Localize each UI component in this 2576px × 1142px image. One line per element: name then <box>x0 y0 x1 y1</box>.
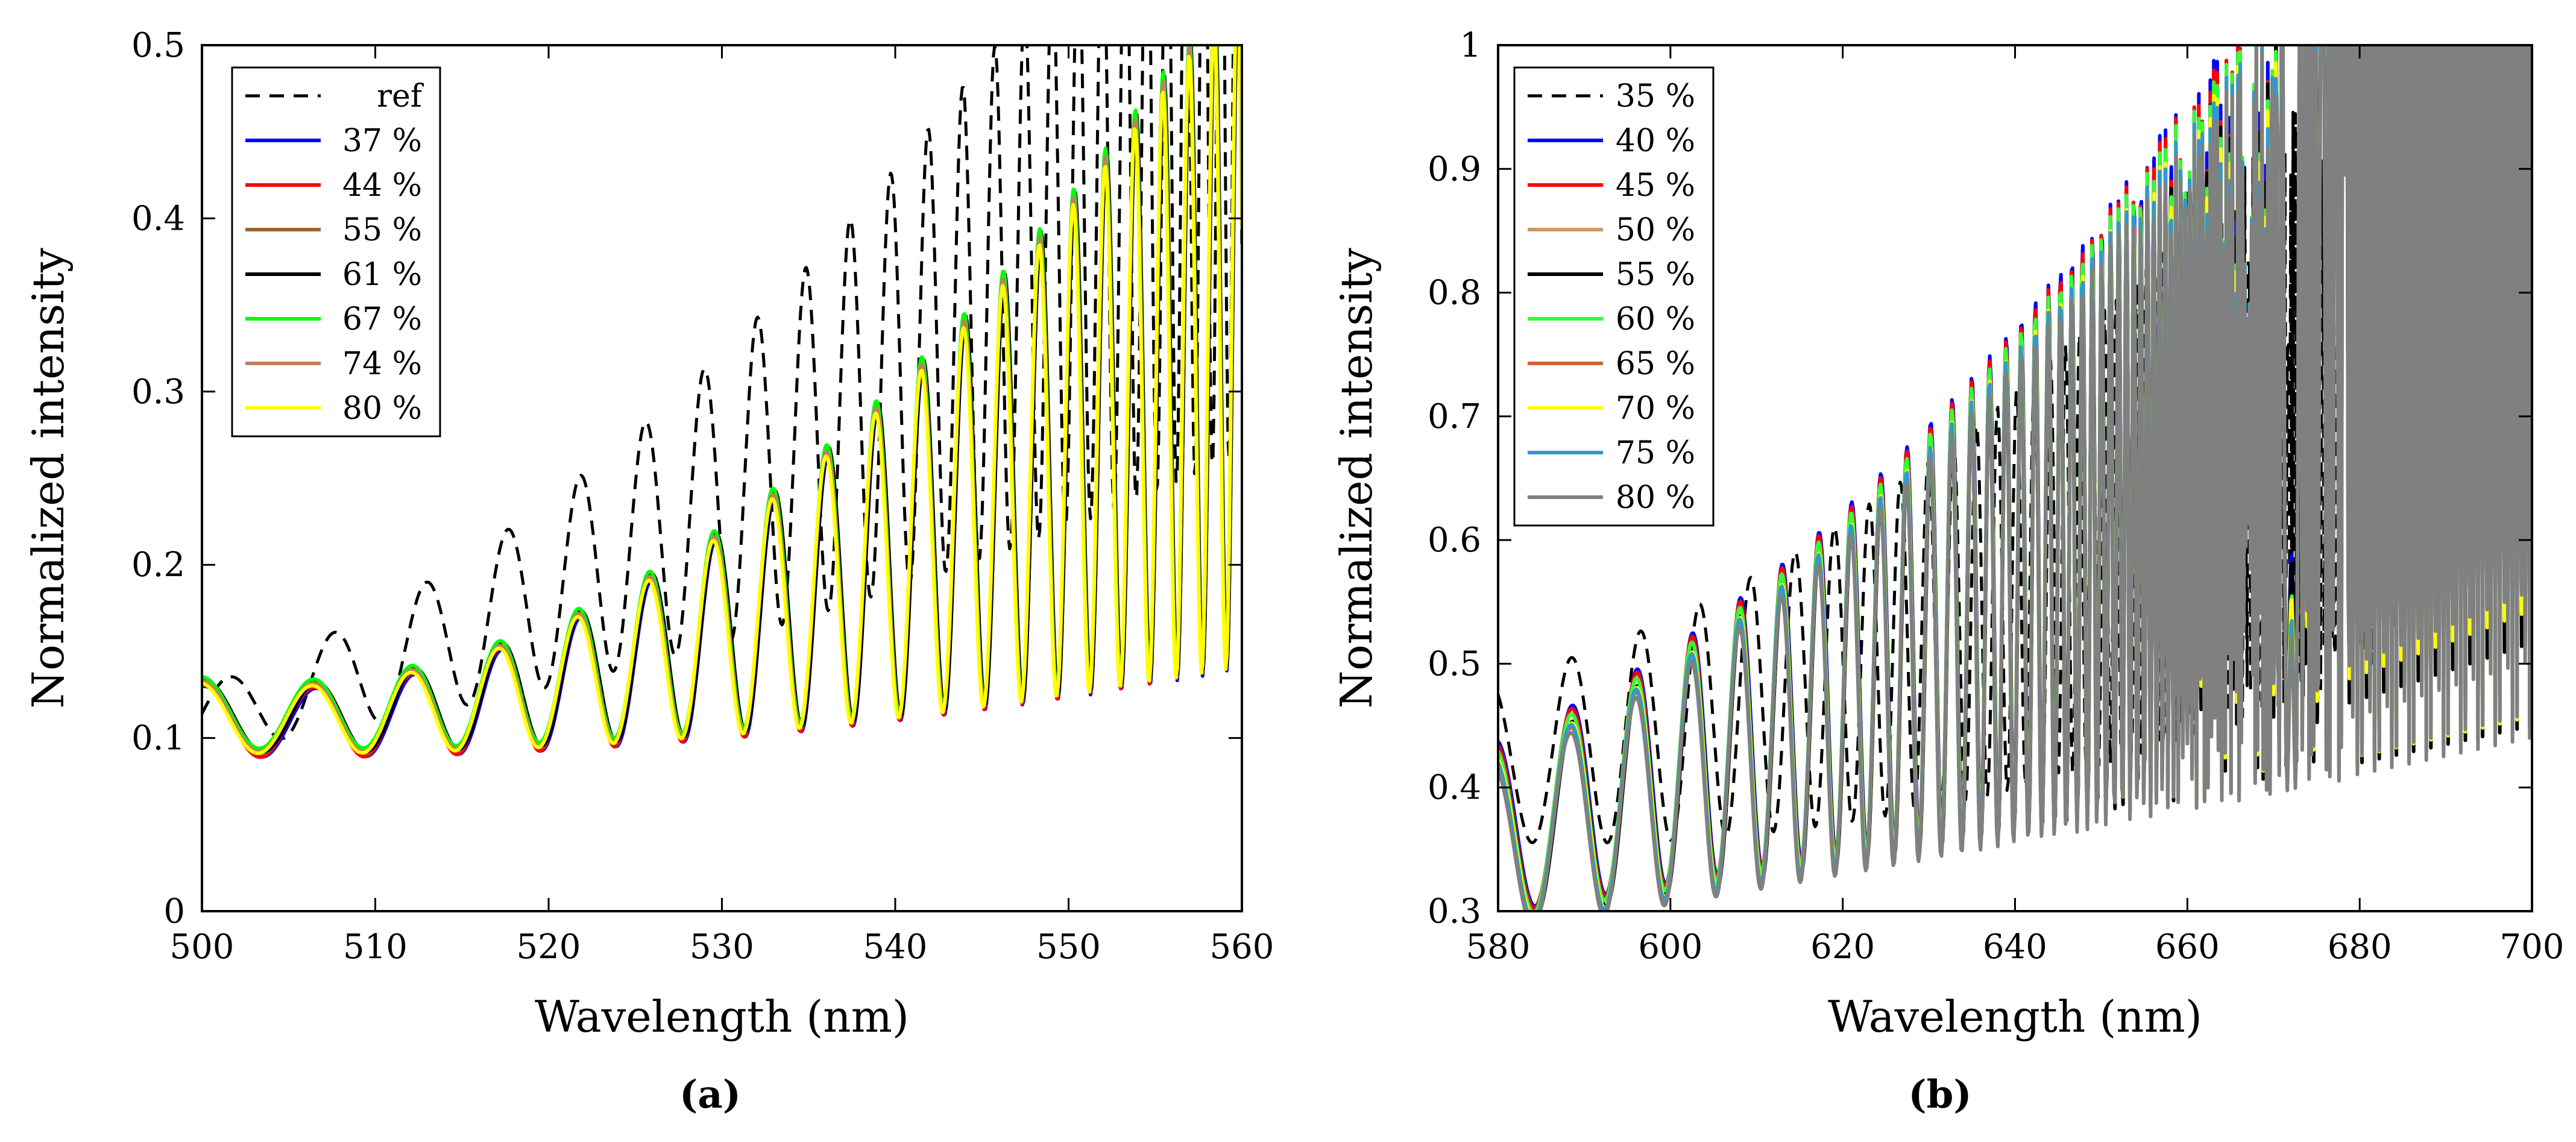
y-tick-label: 0.5 <box>1428 644 1481 683</box>
y-tick-label: 0.6 <box>1428 521 1481 560</box>
chart-panel-b: 580 600 620 640 660 680 700 0.3 0.4 0.5 0.6 0.7 0.8 0… <box>1331 26 2565 1042</box>
chart-panel-a: 500 510 520 530 540 550 560 0 0.1 0.2 0.3 0.4 0.5 Wav… <box>23 26 1274 1042</box>
y-tick-label: 0 <box>163 892 185 931</box>
x-tick-label: 700 <box>2500 927 2565 967</box>
x-tick-label: 660 <box>2155 927 2220 967</box>
legend-label: 80 % <box>342 391 422 427</box>
legend-label: 74 % <box>342 346 422 382</box>
y-tick-label: 0.8 <box>1428 274 1481 313</box>
legend-label: 44 % <box>342 168 422 204</box>
x-tick-label: 580 <box>1466 927 1531 967</box>
panel-label-b: (b) <box>1908 1072 1971 1117</box>
x-axis-label: Wavelength (nm) <box>535 991 909 1042</box>
x-tick-label: 640 <box>1983 927 2047 967</box>
legend-box <box>1513 66 1715 527</box>
legend-label: 37 % <box>342 123 422 159</box>
y-tick-label: 0.7 <box>1428 397 1481 436</box>
legend-label: 45 % <box>1616 168 1695 204</box>
x-tick-label: 680 <box>2328 927 2392 967</box>
x-tick-label: 560 <box>1210 927 1274 967</box>
x-tick-label: 620 <box>1810 927 1875 967</box>
legend-label: 67 % <box>342 301 422 337</box>
legend: 35 % 40 % 45 % 50 % 55 % 60 % 65 % 70 % 75 % 80 % <box>1513 66 1715 527</box>
y-tick-label: 0.5 <box>131 26 185 65</box>
series-lines <box>202 45 1242 759</box>
legend-label: 55 % <box>342 212 422 248</box>
series-line-9 <box>1498 45 2532 911</box>
x-tick-label: 520 <box>517 927 581 967</box>
y-axis-label: Normalized intensity <box>1331 248 1382 709</box>
legend-label: 75 % <box>1616 435 1695 471</box>
x-tick-label: 550 <box>1036 927 1101 967</box>
legend-label: 50 % <box>1616 212 1695 248</box>
series-line-7 <box>202 45 1242 755</box>
y-tick-label: 0.1 <box>131 719 185 758</box>
legend-label: 65 % <box>1616 346 1695 382</box>
legend-box <box>231 66 441 438</box>
x-tick-label: 510 <box>343 927 408 967</box>
y-tick-label: 0.3 <box>1428 892 1481 931</box>
legend-label: 80 % <box>1616 480 1695 516</box>
series-line-0 <box>202 45 1242 741</box>
x-tick-label: 540 <box>863 927 928 967</box>
series-line-0 <box>1498 45 2532 844</box>
x-tick-label: 500 <box>170 927 235 967</box>
legend-label: 35 % <box>1616 78 1695 115</box>
x-tick-label: 600 <box>1638 927 1702 967</box>
y-axis-label: Normalized intensity <box>23 248 74 709</box>
legend-label: 40 % <box>1616 123 1695 159</box>
panel-label-a: (a) <box>679 1072 741 1117</box>
y-tick-label: 0.4 <box>1428 768 1481 808</box>
y-tick-label: 0.3 <box>131 372 185 412</box>
legend-label: 55 % <box>1616 257 1695 293</box>
y-tick-label: 0.4 <box>131 199 185 238</box>
series-lines <box>1498 45 2532 911</box>
y-tick-label: 1 <box>1460 26 1481 65</box>
legend-label: 61 % <box>342 257 422 293</box>
x-tick-label: 530 <box>690 927 754 967</box>
legend-label: 60 % <box>1616 301 1695 337</box>
legend-label: ref <box>377 78 424 115</box>
x-axis-label: Wavelength (nm) <box>1828 991 2202 1042</box>
legend-label: 70 % <box>1616 391 1695 427</box>
legend: ref 37 % 44 % 55 % 61 % 67 % 74 % 80 % <box>231 66 441 438</box>
y-tick-label: 0.2 <box>131 545 185 585</box>
y-tick-label: 0.9 <box>1428 149 1481 189</box>
